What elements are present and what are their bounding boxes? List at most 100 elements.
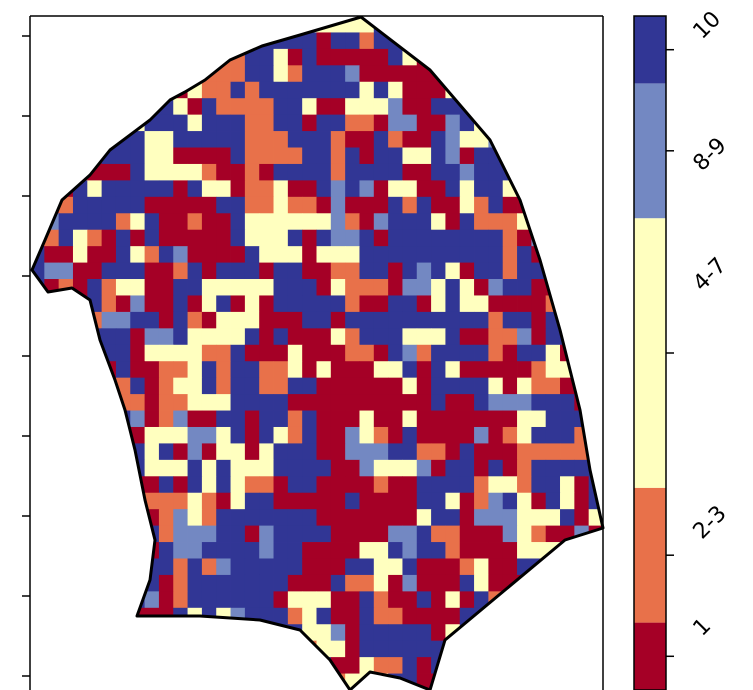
raster-cell — [588, 163, 603, 181]
raster-cell — [58, 311, 74, 329]
raster-cell — [187, 624, 203, 642]
raster-cell — [459, 476, 475, 494]
raster-cell — [158, 114, 174, 132]
raster-cell — [402, 131, 418, 148]
raster-cell — [201, 98, 217, 116]
raster-cell — [158, 361, 174, 379]
raster-cell — [244, 344, 260, 362]
raster-cell — [287, 607, 303, 625]
raster-cell — [115, 459, 131, 477]
raster-cell — [502, 377, 518, 395]
raster-cell — [574, 311, 590, 329]
raster-cell — [44, 476, 60, 494]
raster-cell — [287, 377, 303, 395]
raster-cell — [488, 640, 504, 658]
raster-cell — [230, 574, 246, 592]
raster-cell — [545, 640, 561, 658]
raster-cell — [431, 361, 446, 379]
raster-cell — [58, 558, 74, 576]
raster-cell — [32, 32, 45, 50]
raster-cell — [287, 509, 303, 527]
raster-cell — [72, 131, 88, 148]
raster-cell — [273, 492, 289, 510]
raster-cell — [531, 542, 547, 559]
raster-cell — [87, 673, 103, 690]
raster-cell — [316, 48, 332, 66]
raster-cell — [115, 476, 131, 494]
raster-cell — [416, 246, 432, 263]
raster-cell — [388, 624, 403, 642]
raster-cell — [517, 163, 532, 181]
raster-cell — [101, 542, 117, 559]
raster-cell — [388, 640, 403, 658]
raster-cell — [574, 459, 590, 477]
raster-cell — [259, 163, 274, 181]
raster-cell — [588, 17, 603, 33]
raster-cell — [32, 607, 45, 625]
raster-cell — [574, 361, 590, 379]
raster-cell — [474, 65, 489, 83]
raster-cell — [173, 114, 188, 132]
raster-cell — [474, 163, 489, 181]
raster-cell — [32, 131, 45, 148]
raster-cell — [388, 147, 403, 165]
raster-cell — [373, 542, 389, 559]
raster-cell — [273, 410, 289, 428]
raster-cell — [545, 147, 561, 165]
raster-cell — [101, 311, 117, 329]
raster-cell — [431, 131, 446, 148]
raster-cell — [101, 328, 117, 346]
raster-cell — [459, 262, 475, 280]
raster-cell — [316, 131, 332, 148]
raster-cell — [445, 114, 461, 132]
raster-cell — [44, 48, 60, 66]
raster-cell — [388, 17, 403, 33]
raster-cell — [545, 443, 561, 461]
raster-cell — [431, 476, 446, 494]
raster-cell — [574, 426, 590, 444]
raster-cell — [244, 131, 260, 148]
raster-cell — [330, 114, 346, 132]
raster-cell — [244, 98, 260, 116]
raster-cell — [244, 361, 260, 379]
raster-cell — [201, 213, 217, 231]
raster-cell — [244, 459, 260, 477]
raster-cell — [302, 65, 317, 83]
raster-cell — [416, 443, 432, 461]
raster-cell — [359, 114, 375, 132]
raster-cell — [216, 163, 231, 181]
raster-cell — [574, 229, 590, 247]
raster-cell — [574, 180, 590, 198]
raster-cell — [101, 640, 117, 658]
raster-cell — [32, 328, 45, 346]
raster-cell — [302, 279, 317, 296]
raster-cell — [373, 591, 389, 609]
raster-cell — [58, 640, 74, 658]
raster-cell — [259, 673, 274, 690]
raster-cell — [201, 591, 217, 609]
raster-cell — [144, 344, 160, 362]
raster-cell — [273, 246, 289, 263]
raster-cell — [287, 476, 303, 494]
raster-cell — [72, 32, 88, 50]
raster-cell — [502, 114, 518, 132]
raster-cell — [560, 311, 575, 329]
raster-cell — [87, 344, 103, 362]
raster-cell — [474, 229, 489, 247]
raster-cell — [158, 459, 174, 477]
raster-cell — [459, 459, 475, 477]
raster-cell — [345, 344, 360, 362]
raster-cell — [130, 196, 145, 214]
raster-cell — [545, 673, 561, 690]
raster-cell — [158, 624, 174, 642]
raster-cell — [216, 246, 231, 263]
raster-cell — [316, 65, 332, 83]
raster-cell — [87, 476, 103, 494]
raster-cell — [44, 591, 60, 609]
raster-cell — [44, 459, 60, 477]
raster-cell — [158, 640, 174, 658]
raster-cell — [445, 229, 461, 247]
raster-cell — [359, 492, 375, 510]
raster-cell — [230, 32, 246, 50]
raster-cell — [560, 65, 575, 83]
